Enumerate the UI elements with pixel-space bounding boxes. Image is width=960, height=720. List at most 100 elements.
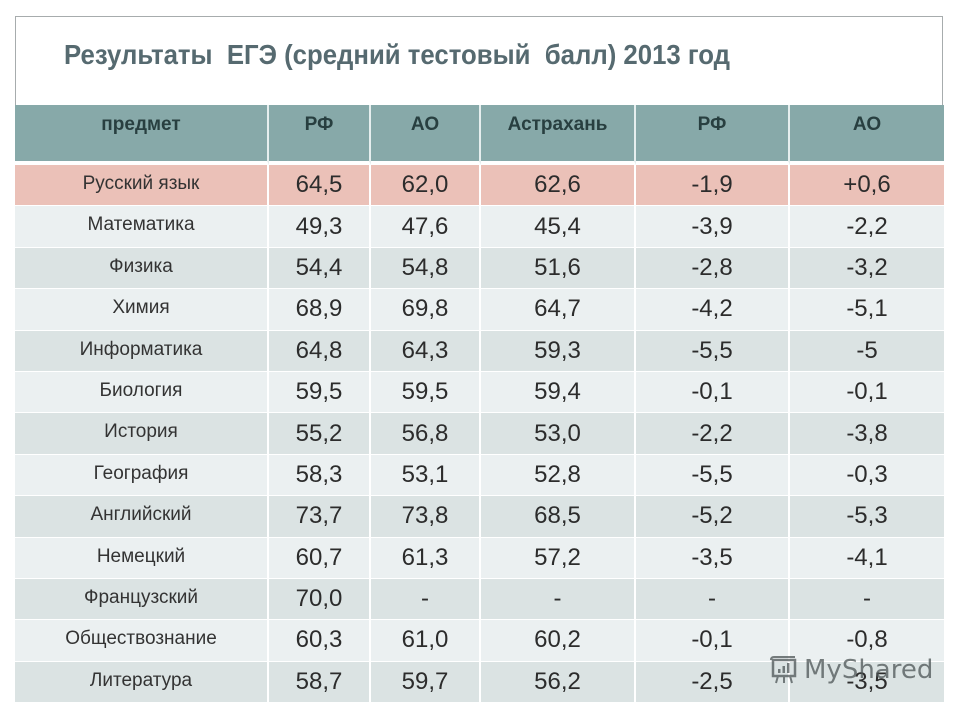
diff-ao-cell: -3,5	[790, 661, 944, 704]
diff-ao-cell: -5	[790, 330, 944, 372]
ao-score-cell: 73,8	[371, 496, 481, 538]
header-astrakhan: Астрахань	[481, 105, 636, 165]
ao-score-cell: 59,5	[371, 371, 481, 414]
diff-rf-cell: -4,2	[636, 289, 790, 331]
diff-rf-cell: -1,9	[636, 165, 790, 207]
astrakhan-score-cell: 56,2	[481, 661, 636, 704]
diff-rf-cell: -5,5	[636, 330, 790, 372]
diff-ao-cell: -0,8	[790, 620, 944, 662]
ao-score-cell: 56,8	[371, 413, 481, 455]
rf-score-cell: 49,3	[269, 206, 371, 248]
subject-cell: Литература	[15, 661, 269, 704]
diff-rf-cell: -3,9	[636, 206, 790, 248]
diff-ao-cell: -5,1	[790, 289, 944, 331]
ao-score-cell: 64,3	[371, 330, 481, 372]
table-row: Информатика 64,8 64,3 59,3 -5,5 -5	[15, 330, 944, 372]
rf-score-cell: 70,0	[269, 578, 371, 621]
results-table: предмет РФ АО Астрахань РФ АО Русский яз…	[15, 105, 944, 704]
ao-score-cell: 54,8	[371, 247, 481, 290]
diff-ao-cell: +0,6	[790, 165, 944, 207]
ao-score-cell: 69,8	[371, 289, 481, 331]
rf-score-cell: 60,3	[269, 620, 371, 662]
subject-cell: Физика	[15, 247, 269, 290]
astrakhan-score-cell: 60,2	[481, 620, 636, 662]
rf-score-cell: 54,4	[269, 247, 371, 290]
diff-rf-cell: -	[636, 578, 790, 621]
ao-score-cell: 61,3	[371, 537, 481, 579]
astrakhan-score-cell: 52,8	[481, 454, 636, 497]
table-row: Русский язык 64,5 62,0 62,6 -1,9 +0,6	[15, 165, 944, 207]
astrakhan-score-cell: 45,4	[481, 206, 636, 248]
subject-cell: Информатика	[15, 330, 269, 372]
rf-score-cell: 59,5	[269, 371, 371, 414]
astrakhan-score-cell: 59,4	[481, 371, 636, 414]
diff-rf-cell: -0,1	[636, 620, 790, 662]
diff-rf-cell: -5,2	[636, 496, 790, 538]
subject-cell: Биология	[15, 371, 269, 414]
title-box: Результаты ЕГЭ (средний тестовый балл) 2…	[15, 16, 943, 105]
astrakhan-score-cell: 62,6	[481, 165, 636, 207]
astrakhan-score-cell: 53,0	[481, 413, 636, 455]
subject-cell: Немецкий	[15, 537, 269, 579]
diff-ao-cell: -3,8	[790, 413, 944, 455]
table-header-row: предмет РФ АО Астрахань РФ АО	[15, 105, 944, 165]
diff-ao-cell: -2,2	[790, 206, 944, 248]
table-row: Физика 54,4 54,8 51,6 -2,8 -3,2	[15, 247, 944, 290]
subject-cell: Математика	[15, 206, 269, 248]
watermark: MyShared	[768, 654, 933, 686]
ao-score-cell: 61,0	[371, 620, 481, 662]
table-row: Обществознание 60,3 61,0 60,2 -0,1 -0,8	[15, 620, 944, 662]
rf-score-cell: 64,5	[269, 165, 371, 207]
subject-cell: Французский	[15, 578, 269, 621]
subject-cell: Английский	[15, 496, 269, 538]
ao-score-cell: 59,7	[371, 661, 481, 704]
diff-rf-cell: -2,5	[636, 661, 790, 704]
diff-ao-cell: -	[790, 578, 944, 621]
diff-ao-cell: -0,1	[790, 371, 944, 414]
diff-rf-cell: -0,1	[636, 371, 790, 414]
astrakhan-score-cell: 57,2	[481, 537, 636, 579]
diff-ao-cell: -5,3	[790, 496, 944, 538]
astrakhan-score-cell: 68,5	[481, 496, 636, 538]
table-row: История 55,2 56,8 53,0 -2,2 -3,8	[15, 413, 944, 455]
presentation-chart-icon	[770, 656, 797, 684]
subject-cell: Обществознание	[15, 620, 269, 662]
page-title: Результаты ЕГЭ (средний тестовый балл) 2…	[64, 39, 731, 70]
table-row: Французский 70,0- - - -	[15, 578, 944, 621]
rf-score-cell: 55,2	[269, 413, 371, 455]
astrakhan-score-cell: 59,3	[481, 330, 636, 372]
astrakhan-score-cell: 51,6	[481, 247, 636, 290]
table-row: Литература 58,7 59,7 56,2 -2,5 -3,5	[15, 661, 944, 704]
ao-score-cell: 62,0	[371, 165, 481, 207]
rf-score-cell: 58,3	[269, 454, 371, 497]
rf-score-cell: 64,8	[269, 330, 371, 372]
rf-score-cell: 58,7	[269, 661, 371, 704]
table-row: География 58,3 53,1 52,8 -5,5 -0,3	[15, 454, 944, 497]
ao-score-cell: 53,1	[371, 454, 481, 497]
header-diff-ao: АО	[790, 105, 944, 165]
rf-score-cell: 68,9	[269, 289, 371, 331]
diff-rf-cell: -2,2	[636, 413, 790, 455]
subject-cell: Русский язык	[15, 165, 269, 207]
subject-cell: География	[15, 454, 269, 497]
subject-cell: Химия	[15, 289, 269, 331]
diff-rf-cell: -5,5	[636, 454, 790, 497]
diff-ao-cell: -0,3	[790, 454, 944, 497]
header-diff-rf: РФ	[636, 105, 790, 165]
astrakhan-score-cell: 64,7	[481, 289, 636, 331]
rf-score-cell: 73,7	[269, 496, 371, 538]
diff-ao-cell: -3,2	[790, 247, 944, 290]
header-subject: предмет	[15, 105, 269, 165]
diff-rf-cell: -3,5	[636, 537, 790, 579]
diff-ao-cell: -4,1	[790, 537, 944, 579]
ao-score-cell: 47,6	[371, 206, 481, 248]
diff-rf-cell: -2,8	[636, 247, 790, 290]
astrakhan-score-cell: -	[481, 578, 636, 621]
table-row: Математика 49,3 47,6 45,4 -3,9 -2,2	[15, 206, 944, 248]
table-row: Биология 59,5 59,5 59,4 -0,1 -0,1	[15, 371, 944, 414]
table-row: Немецкий 60,7 61,3 57,2 -3,5 -4,1	[15, 537, 944, 579]
watermark-text: MyShared	[804, 655, 934, 685]
subject-cell: История	[15, 413, 269, 455]
table-row: Химия 68,9 69,8 64,7 -4,2 -5,1	[15, 289, 944, 331]
rf-score-cell: 60,7	[269, 537, 371, 579]
